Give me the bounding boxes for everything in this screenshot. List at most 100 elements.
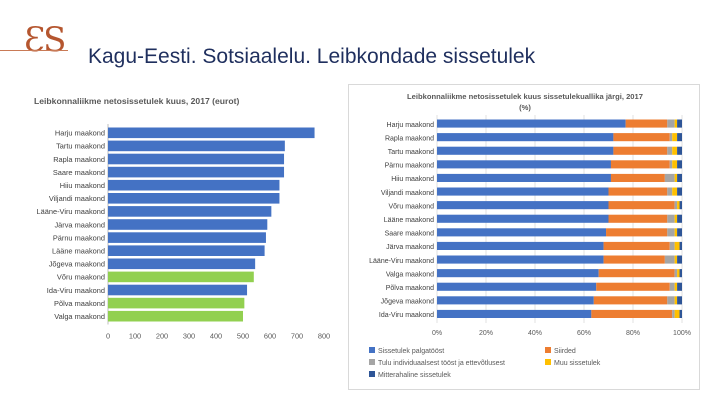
segment-rapla-maakond-muu-sissetulek xyxy=(672,133,678,142)
x-tick-label: 0 xyxy=(106,332,110,341)
segment-tartu-maakond-mitterahaline-sissetulek xyxy=(677,146,682,155)
segment-laane-viru-maakond-sissetulek-palgatoost xyxy=(437,255,604,264)
category-label: Lääne-Viru maakond xyxy=(369,258,434,265)
segment-polva-maakond-tulu-individuaalsest-toost-ja-ettevotlusest xyxy=(669,282,675,291)
category-label: Viljandi maakond xyxy=(381,190,434,197)
segment-laane-maakond-siirded xyxy=(608,214,668,223)
category-label: Võru maakond xyxy=(57,273,105,282)
bar-voru-maakond xyxy=(108,271,254,283)
segment-laane-maakond-mitterahaline-sissetulek xyxy=(677,214,682,223)
segment-jogeva-maakond-siirded xyxy=(593,296,668,305)
slide-title: Kagu-Eesti. Sotsiaalelu. Leibkondade sis… xyxy=(88,45,536,68)
segment-rapla-maakond-mitterahaline-sissetulek xyxy=(677,133,682,142)
segment-laane-viru-maakond-muu-sissetulek xyxy=(674,255,678,264)
category-label: Ida-Viru maakond xyxy=(47,286,105,295)
segment-voru-maakond-tulu-individuaalsest-toost-ja-ettevotlusest xyxy=(674,201,678,210)
segment-jarva-maakond-tulu-individuaalsest-toost-ja-ettevotlusest xyxy=(669,241,675,250)
chart-title-unit: (%) xyxy=(519,103,531,112)
net-income-chart-svg: Leibkonnaliikme netosissetulek kuus, 201… xyxy=(34,96,330,341)
segment-tartu-maakond-tulu-individuaalsest-toost-ja-ettevotlusest xyxy=(667,146,673,155)
segment-jarva-maakond-sissetulek-palgatoost xyxy=(437,241,604,250)
segment-ida-viru-maakond-mitterahaline-sissetulek xyxy=(679,309,682,318)
segment-polva-maakond-siirded xyxy=(596,282,670,291)
chart-title: Leibkonnaliikme netosissetulek kuus, 201… xyxy=(34,96,239,106)
segment-hiiu-maakond-siirded xyxy=(610,173,665,182)
category-label: Tartu maakond xyxy=(56,142,105,151)
segment-harju-maakond-siirded xyxy=(625,119,668,128)
category-label: Ida-Viru maakond xyxy=(379,312,434,319)
x-tick-label: 400 xyxy=(210,332,222,341)
x-tick-label: 100% xyxy=(673,330,691,337)
category-label: Jõgeva maakond xyxy=(49,260,105,269)
segment-voru-maakond-siirded xyxy=(608,201,675,210)
legend-swatch-tulu-individuaalsest-toost-ja-ettevotlusest xyxy=(369,359,375,365)
category-label: Valga maakond xyxy=(386,271,434,278)
segment-ida-viru-maakond-siirded xyxy=(591,309,673,318)
segment-laane-viru-maakond-mitterahaline-sissetulek xyxy=(677,255,682,264)
category-label: Harju maakond xyxy=(55,129,105,138)
segment-laane-viru-maakond-tulu-individuaalsest-toost-ja-ettevotlusest xyxy=(664,255,675,264)
segment-tartu-maakond-sissetulek-palgatoost xyxy=(437,146,614,155)
category-label: Põlva maakond xyxy=(54,299,105,308)
category-label: Hiiu maakond xyxy=(391,176,434,183)
segment-viljandi-maakond-muu-sissetulek xyxy=(672,187,678,196)
category-label: Rapla maakond xyxy=(53,155,105,164)
category-label: Pärnu maakond xyxy=(385,163,435,170)
segment-jarva-maakond-siirded xyxy=(603,241,670,250)
bar-laane-viru-maakond xyxy=(108,206,272,217)
category-label: Tartu maakond xyxy=(388,149,434,156)
category-label: Jõgeva maakond xyxy=(381,299,434,306)
segment-parnu-maakond-mitterahaline-sissetulek xyxy=(677,160,682,169)
legend-label: Muu sissetulek xyxy=(554,360,601,367)
segment-saare-maakond-tulu-individuaalsest-toost-ja-ettevotlusest xyxy=(667,228,675,237)
bar-jogeva-maakond xyxy=(108,258,256,270)
segment-rapla-maakond-tulu-individuaalsest-toost-ja-ettevotlusest xyxy=(669,133,673,142)
category-label: Pärnu maakond xyxy=(53,233,105,242)
category-label: Põlva maakond xyxy=(386,285,434,292)
logo: ƐS xyxy=(0,10,70,60)
category-label: Rapla maakond xyxy=(385,135,434,142)
segment-parnu-maakond-siirded xyxy=(610,160,670,169)
segment-laane-maakond-tulu-individuaalsest-toost-ja-ettevotlusest xyxy=(667,214,675,223)
segment-voru-maakond-mitterahaline-sissetulek xyxy=(679,201,682,210)
segment-laane-viru-maakond-siirded xyxy=(603,255,665,264)
segment-polva-maakond-muu-sissetulek xyxy=(674,282,678,291)
x-tick-label: 20% xyxy=(479,330,493,337)
x-tick-label: 200 xyxy=(156,332,168,341)
segment-parnu-maakond-muu-sissetulek xyxy=(672,160,678,169)
x-tick-label: 40% xyxy=(528,330,542,337)
segment-jarva-maakond-mitterahaline-sissetulek xyxy=(679,241,682,250)
segment-viljandi-maakond-siirded xyxy=(608,187,668,196)
segment-ida-viru-maakond-muu-sissetulek xyxy=(674,309,680,318)
segment-polva-maakond-sissetulek-palgatoost xyxy=(437,282,597,291)
segment-parnu-maakond-tulu-individuaalsest-toost-ja-ettevotlusest xyxy=(669,160,673,169)
segment-hiiu-maakond-sissetulek-palgatoost xyxy=(437,173,611,182)
x-tick-label: 800 xyxy=(318,332,330,341)
legend-label: Mitterahaline sissetulek xyxy=(378,372,451,379)
legend-label: Siirded xyxy=(554,348,576,355)
segment-jogeva-maakond-mitterahaline-sissetulek xyxy=(677,296,682,305)
bar-ida-viru-maakond xyxy=(108,284,248,296)
category-label: Võru maakond xyxy=(388,203,434,210)
x-tick-label: 0% xyxy=(432,330,442,337)
segment-hiiu-maakond-muu-sissetulek xyxy=(674,173,678,182)
segment-saare-maakond-siirded xyxy=(606,228,668,237)
segment-harju-maakond-muu-sissetulek xyxy=(674,119,678,128)
legend-label: Tulu individuaalsest tööst ja ettevõtlus… xyxy=(378,360,505,367)
x-tick-label: 700 xyxy=(291,332,303,341)
segment-saare-maakond-muu-sissetulek xyxy=(674,228,678,237)
segment-polva-maakond-mitterahaline-sissetulek xyxy=(677,282,682,291)
segment-ida-viru-maakond-tulu-individuaalsest-toost-ja-ettevotlusest xyxy=(672,309,675,318)
legend-swatch-mitterahaline-sissetulek xyxy=(369,371,375,377)
segment-tartu-maakond-siirded xyxy=(613,146,668,155)
category-label: Saare maakond xyxy=(53,168,105,177)
segment-valga-maakond-mitterahaline-sissetulek xyxy=(679,269,682,278)
bar-saare-maakond xyxy=(108,166,285,178)
segment-saare-maakond-mitterahaline-sissetulek xyxy=(677,228,682,237)
chart-title: Leibkonnaliikme netosissetulek kuus siss… xyxy=(407,92,643,101)
bar-jarva-maakond xyxy=(108,219,268,230)
x-tick-label: 100 xyxy=(129,332,141,341)
bar-laane-maakond xyxy=(108,245,265,256)
x-tick-label: 600 xyxy=(264,332,276,341)
bar-harju-maakond xyxy=(108,127,315,139)
